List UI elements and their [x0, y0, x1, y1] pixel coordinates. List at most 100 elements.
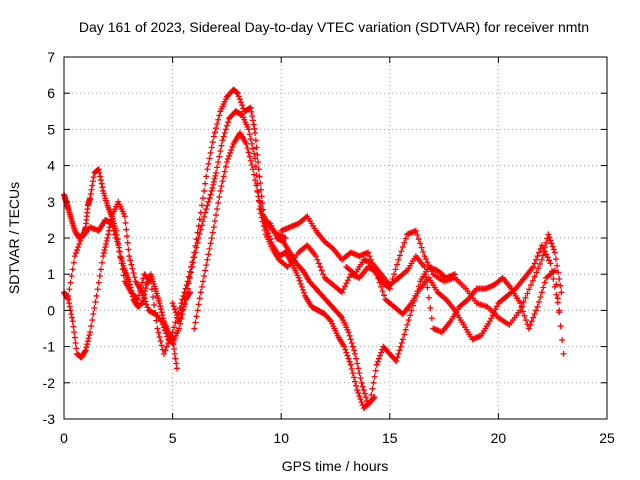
data-point: [201, 273, 208, 280]
data-point: [157, 303, 164, 310]
data-point: [451, 271, 458, 278]
data-point: [407, 312, 414, 319]
data-point: [99, 184, 106, 191]
data-point: [370, 395, 377, 402]
data-point: [72, 339, 79, 346]
data-point: [205, 160, 212, 167]
data-point: [89, 178, 96, 185]
data-point: [534, 253, 541, 260]
data-point: [538, 256, 545, 263]
data-point: [524, 290, 531, 297]
data-point: [398, 248, 405, 255]
data-point: [135, 292, 142, 299]
data-point: [138, 283, 145, 290]
data-point: [371, 373, 378, 380]
data-point: [352, 378, 359, 385]
data-point: [526, 286, 533, 293]
data-point: [114, 238, 121, 245]
data-point: [97, 173, 104, 180]
data-point: [365, 249, 372, 256]
data-point: [197, 226, 204, 233]
data-point: [540, 284, 547, 291]
data-point: [492, 306, 499, 313]
data-point: [248, 161, 255, 168]
data-point: [214, 206, 221, 213]
data-point: [345, 355, 352, 362]
data-point: [195, 301, 202, 308]
data-point: [341, 283, 348, 290]
data-point: [543, 251, 550, 258]
data-point: [89, 182, 96, 189]
data-point: [249, 145, 256, 152]
data-point: [405, 317, 412, 324]
data-point: [182, 296, 189, 303]
data-point: [254, 151, 261, 158]
data-point: [392, 266, 399, 273]
data-point: [186, 289, 193, 296]
data-point: [139, 300, 146, 307]
data-point: [113, 235, 120, 241]
data-point: [217, 148, 224, 155]
data-point: [360, 387, 367, 394]
x-tick-label: 5: [169, 430, 177, 446]
data-point: [261, 219, 268, 226]
data-point: [493, 303, 500, 310]
data-point: [97, 177, 104, 184]
data-point: [160, 350, 167, 357]
data-point: [95, 166, 102, 173]
data-point: [169, 300, 176, 307]
data-point: [249, 113, 256, 120]
data-point: [177, 314, 184, 321]
data-point: [521, 312, 528, 319]
data-point: [541, 248, 548, 255]
data-point: [152, 309, 159, 316]
data-point: [374, 358, 381, 365]
data-point: [348, 365, 355, 372]
data-point: [158, 342, 165, 349]
data-point: [188, 269, 195, 276]
data-point: [346, 332, 353, 339]
data-point: [252, 155, 259, 162]
data-point: [414, 231, 421, 238]
data-point: [73, 345, 80, 352]
data-point: [198, 283, 205, 290]
data-point: [399, 244, 406, 251]
data-point: [553, 291, 560, 298]
data-point: [158, 306, 165, 313]
data-point: [156, 300, 163, 307]
data-point: [248, 108, 255, 115]
data-point: [151, 301, 158, 308]
x-tick-label: 25: [599, 430, 615, 446]
data-point: [531, 260, 538, 267]
data-point: [91, 304, 98, 311]
data-point: [344, 352, 351, 359]
data-point: [90, 174, 97, 181]
data-point: [488, 315, 495, 322]
data-point: [209, 229, 216, 236]
data-point: [121, 213, 128, 220]
data-point: [69, 318, 76, 325]
data-point: [85, 335, 92, 342]
data-point: [339, 289, 346, 296]
data-point: [252, 177, 259, 184]
data-point: [210, 224, 217, 231]
data-point: [359, 383, 366, 390]
data-point: [87, 190, 94, 197]
data-point: [517, 300, 524, 307]
data-point: [77, 238, 84, 245]
data-point: [256, 198, 263, 205]
data-point: [123, 226, 130, 233]
data-point: [539, 252, 546, 259]
data-point: [295, 274, 302, 281]
data-point: [141, 295, 148, 302]
data-point: [357, 374, 364, 381]
data-point: [176, 318, 183, 325]
data-point: [66, 300, 73, 307]
data-point: [372, 367, 379, 374]
data-point: [76, 241, 83, 248]
data-point: [154, 325, 161, 332]
data-point: [96, 169, 103, 176]
data-point: [100, 250, 107, 257]
data-point: [296, 277, 303, 284]
